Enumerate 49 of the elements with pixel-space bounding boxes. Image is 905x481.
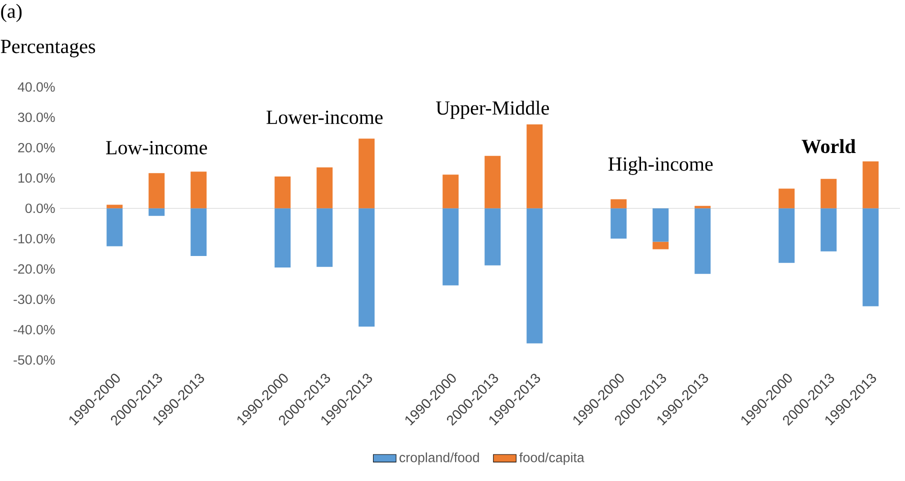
bar: [484, 156, 501, 208]
legend-label: cropland/food: [400, 452, 479, 465]
bar: [820, 178, 837, 208]
annotation: Upper-Middle: [436, 100, 549, 119]
bar: [610, 199, 627, 208]
y-tick-label: -20.0%: [14, 264, 55, 274]
bar: [316, 167, 333, 208]
bar: [148, 208, 165, 216]
y-tick-label: 10.0%: [18, 173, 55, 183]
annotation: Lower-income: [266, 110, 383, 124]
bar: [526, 124, 543, 208]
bar: [190, 172, 207, 208]
bar: [106, 204, 123, 208]
bar: [820, 208, 837, 252]
bar: [358, 138, 375, 208]
bar: [316, 208, 333, 267]
bar: [526, 208, 543, 344]
bar: [652, 242, 669, 250]
bar: [358, 208, 375, 327]
bar: [652, 208, 669, 242]
annotation: World: [802, 139, 856, 154]
bar: [190, 208, 207, 256]
bar: [442, 174, 459, 208]
y-axis-title: Percentages: [0, 40, 96, 58]
bar: [694, 206, 711, 208]
chart-title: (a): [1, 4, 22, 22]
bar: [106, 208, 123, 246]
bar: [610, 208, 627, 239]
y-tick-label: -10.0%: [14, 234, 55, 244]
y-tick-label: 30.0%: [18, 112, 55, 122]
annotation: Low-income: [106, 140, 208, 154]
y-tick-label: 0.0%: [25, 204, 55, 214]
y-tick-label: 40.0%: [18, 82, 55, 92]
y-tick-label: 20.0%: [18, 142, 55, 152]
bar: [274, 208, 291, 268]
bar: [778, 188, 795, 208]
y-tick-label: -50.0%: [14, 355, 55, 365]
bar: [862, 161, 879, 208]
y-tick-label: -30.0%: [14, 294, 55, 304]
bar: [148, 173, 165, 208]
bar: [778, 208, 795, 263]
bar: [442, 208, 459, 286]
bar: [484, 208, 501, 266]
legend-label: food/capita: [519, 452, 584, 465]
bar: [274, 176, 291, 208]
bar: [694, 208, 711, 274]
annotation: High-income: [608, 156, 713, 175]
bar: [862, 208, 879, 306]
y-tick-label: -40.0%: [14, 324, 55, 334]
